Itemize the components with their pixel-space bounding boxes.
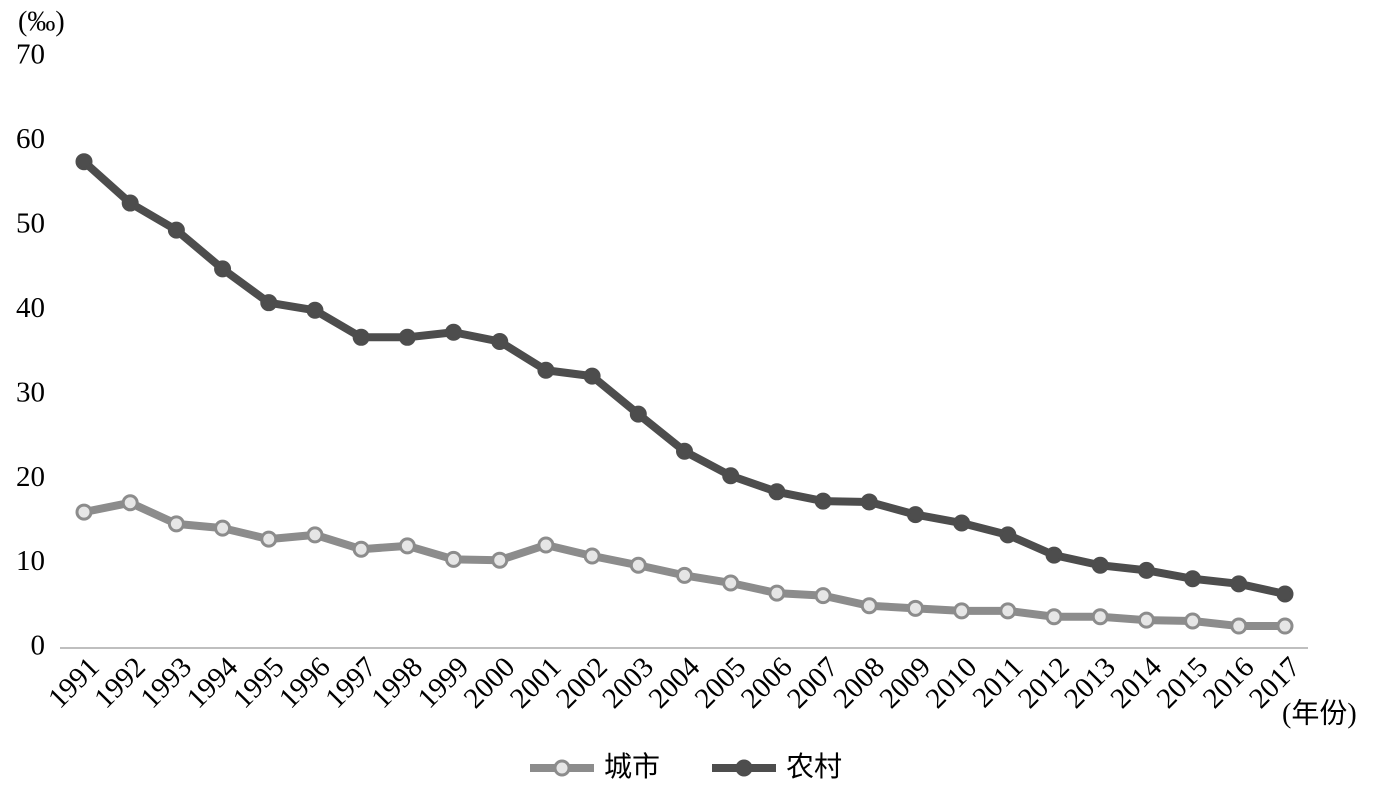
data-point [629, 405, 647, 423]
data-point [722, 467, 740, 485]
data-point [999, 602, 1017, 620]
y-tick-label: 20 [16, 461, 45, 493]
legend-label: 农村 [786, 750, 842, 783]
data-point [167, 221, 185, 239]
data-point [1276, 585, 1294, 603]
data-point [1045, 608, 1063, 626]
data-point [491, 333, 509, 351]
data-point [121, 194, 139, 212]
data-point [537, 361, 555, 379]
data-point [398, 328, 416, 346]
data-point [260, 530, 278, 548]
data-point [537, 536, 555, 554]
y-tick-label: 0 [31, 630, 46, 662]
data-point [676, 566, 693, 584]
data-point [306, 526, 324, 544]
y-tick-label: 50 [16, 208, 45, 240]
data-point [906, 599, 924, 617]
data-point [306, 301, 324, 319]
data-point [768, 584, 786, 602]
legend-marker [553, 759, 571, 777]
data-point [906, 506, 924, 524]
data-point [1137, 611, 1155, 629]
data-point [1184, 612, 1202, 630]
data-point [1091, 556, 1109, 574]
data-point [999, 526, 1017, 544]
y-tick-label: 10 [16, 545, 45, 577]
data-point [398, 537, 416, 555]
data-point [953, 514, 971, 532]
data-point [860, 493, 878, 511]
data-point [722, 574, 740, 592]
data-point [1091, 608, 1109, 626]
data-point [167, 515, 185, 533]
series-line [81, 158, 1286, 598]
data-point [814, 492, 832, 510]
data-point [1137, 561, 1155, 579]
data-point [1276, 617, 1294, 635]
data-point [445, 550, 463, 568]
data-point [1184, 570, 1202, 588]
y-tick-label: 40 [16, 292, 45, 324]
data-point [75, 153, 93, 171]
data-point [814, 587, 832, 605]
y-tick-label: 60 [16, 123, 45, 155]
y-axis-unit: (‰) [18, 6, 65, 37]
legend-label: 城市 [604, 750, 660, 783]
data-point [1045, 546, 1063, 564]
data-point [768, 483, 786, 501]
data-point [75, 503, 93, 521]
y-tick-label: 30 [16, 376, 45, 408]
data-point [352, 540, 370, 558]
data-point [629, 556, 647, 574]
x-tick-label: 2011 [967, 651, 1030, 714]
legend-marker [735, 759, 753, 777]
data-point [676, 442, 693, 460]
data-point [214, 519, 232, 537]
data-point [1230, 617, 1248, 635]
data-point [352, 328, 370, 346]
x-axis-label: (年份) [1282, 697, 1357, 729]
data-point [491, 551, 509, 569]
data-point [860, 597, 878, 615]
data-point [583, 367, 601, 385]
data-point [121, 494, 139, 512]
data-point [445, 323, 463, 341]
data-point [953, 602, 971, 620]
data-point [583, 547, 601, 565]
data-point [1230, 575, 1248, 593]
data-point [260, 294, 278, 312]
y-tick-label: 70 [16, 39, 45, 71]
data-point [214, 260, 232, 278]
